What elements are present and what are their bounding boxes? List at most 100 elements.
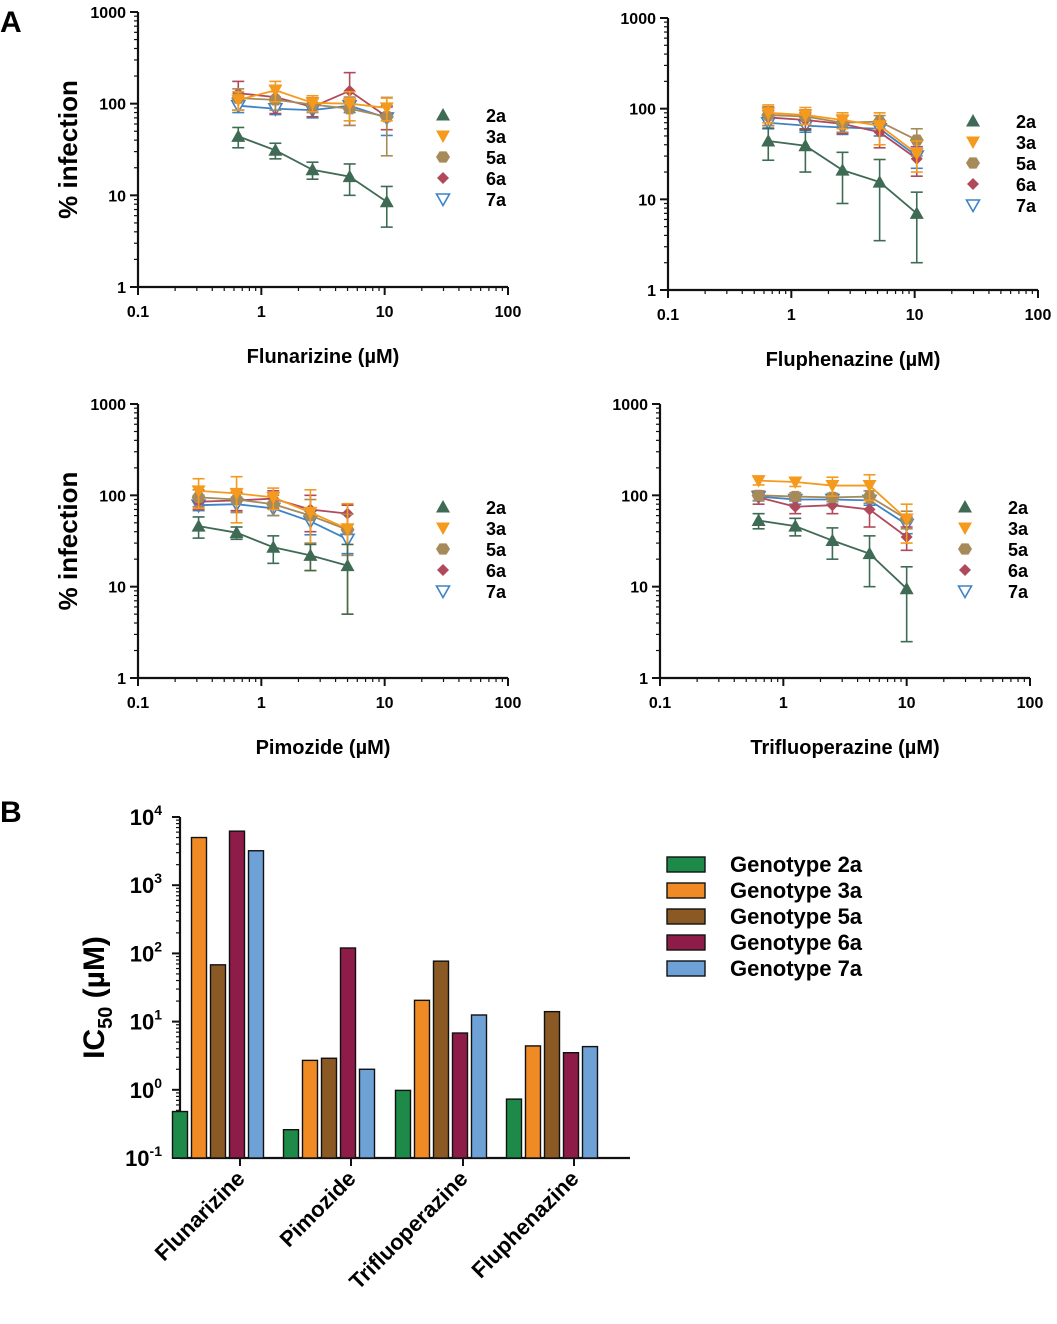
tick-base: 10 (125, 1146, 149, 1171)
x-tick-label: 100 (1025, 307, 1052, 324)
legend-entry-5a: 5a (436, 540, 507, 560)
legend-entry-2a: 2a (958, 498, 1029, 518)
legend-marker-6a (959, 564, 971, 576)
y-tick-label: 10 (108, 188, 126, 205)
x-tick-label: 0.1 (657, 307, 679, 324)
data-point-3a (379, 102, 394, 115)
data-point-3a (835, 114, 850, 127)
data-point-2a (751, 513, 766, 527)
data-point-3a (788, 476, 803, 489)
legend-entry-7a: 7a (435, 190, 507, 210)
category-label: Pimozide (275, 1166, 361, 1252)
bar-7a (247, 850, 265, 1159)
data-point-3a (825, 480, 840, 493)
x-tick-label: 0.1 (127, 304, 149, 321)
x-tick-label: 1 (257, 304, 266, 321)
data-point-2a (872, 175, 887, 188)
legend-marker-3a (966, 136, 980, 149)
tick-base: 10 (130, 941, 154, 966)
bar-2a (171, 1110, 189, 1159)
tick-exponent: -1 (150, 1143, 163, 1159)
data-point-3a (342, 98, 357, 111)
bar-5a (432, 960, 450, 1159)
data-point-3a (872, 120, 887, 133)
y-tick-label: 1 (639, 671, 648, 688)
y-tick-label: 1000 (90, 397, 126, 414)
legend-entry-3a: Genotype 3a (666, 878, 863, 903)
legend-entry-7a: 7a (965, 196, 1037, 216)
data-point-2a (825, 533, 840, 547)
data-point-3a (266, 491, 281, 505)
data-point-3a (909, 148, 924, 161)
legend-label: 6a (1016, 175, 1037, 195)
data-point-3a (305, 97, 320, 110)
data-point-2a (909, 206, 924, 219)
data-point-2a (340, 558, 355, 572)
y-tick-label: 1 (647, 283, 656, 300)
legend-marker-2a (436, 500, 450, 513)
legend-entry-3a: 3a (436, 519, 507, 539)
series-2a (231, 126, 394, 228)
data-point-2a (379, 194, 394, 208)
y-tick-label: 100 (130, 1075, 162, 1103)
data-point-3a (761, 107, 776, 120)
legend-swatch-6a (666, 934, 706, 951)
tick-base: 10 (130, 1078, 154, 1103)
bar-6a (228, 830, 246, 1159)
legend-entry-5a: 5a (958, 540, 1029, 560)
bar-2a (282, 1128, 300, 1159)
legend-entry-3a: 3a (958, 519, 1029, 539)
bar-3a (301, 1059, 319, 1159)
x-tick-label: 10 (898, 695, 916, 712)
bar-3a (413, 999, 431, 1159)
legend-label: 2a (1008, 498, 1029, 518)
legend-marker-6a (967, 178, 979, 190)
tick-base: 10 (130, 873, 154, 898)
bar-7a (470, 1014, 488, 1159)
bar-2a (505, 1098, 523, 1159)
data-point-3a (862, 480, 877, 493)
series-2a (761, 127, 924, 264)
x-tick-label: 100 (495, 695, 522, 712)
legend-label: 5a (1016, 154, 1037, 174)
data-point-3a (229, 487, 244, 501)
tick-exponent: 4 (154, 802, 162, 818)
bar-6a (339, 947, 357, 1159)
legend-label: 7a (1008, 582, 1029, 602)
y-tick-label: 10 (630, 580, 648, 597)
data-point-2a (798, 138, 813, 152)
bar-3a (190, 836, 208, 1159)
bar-7a (358, 1068, 376, 1159)
data-point-2a (835, 163, 850, 176)
data-point-3a (268, 84, 283, 98)
data-point-6a (343, 84, 356, 97)
legend-swatch-3a (666, 882, 706, 899)
y-tick-label: 100 (621, 488, 648, 505)
data-point-2a (229, 525, 244, 539)
x-axis-label: Fluphenazine (µM) (766, 349, 941, 371)
legend-marker-6a (437, 172, 449, 184)
legend-marker-7a (965, 199, 981, 214)
y-tick-label: 100 (99, 488, 126, 505)
series-3a (231, 80, 394, 122)
legend-swatch-5a (666, 908, 706, 925)
y-tick-label: 104 (130, 802, 162, 830)
legend-marker-2a (966, 114, 980, 127)
y-tick-label: 10 (638, 192, 656, 209)
legend-entry-2a: Genotype 2a (666, 852, 863, 877)
y-tick-label: 101 (130, 1007, 162, 1035)
tick-exponent: 2 (154, 938, 162, 954)
tick-exponent: 0 (154, 1075, 162, 1091)
legend-label: 3a (1016, 133, 1037, 153)
y-tick-label: 1 (117, 280, 126, 297)
legend-marker-3a (958, 522, 972, 535)
y-axis-label: % infection (53, 80, 83, 219)
legend-label: 7a (486, 190, 507, 210)
legend-label: 6a (1008, 561, 1029, 581)
bar-5a (320, 1057, 338, 1159)
legend-marker-2a (958, 500, 972, 513)
y-tick-label: 10 (108, 580, 126, 597)
